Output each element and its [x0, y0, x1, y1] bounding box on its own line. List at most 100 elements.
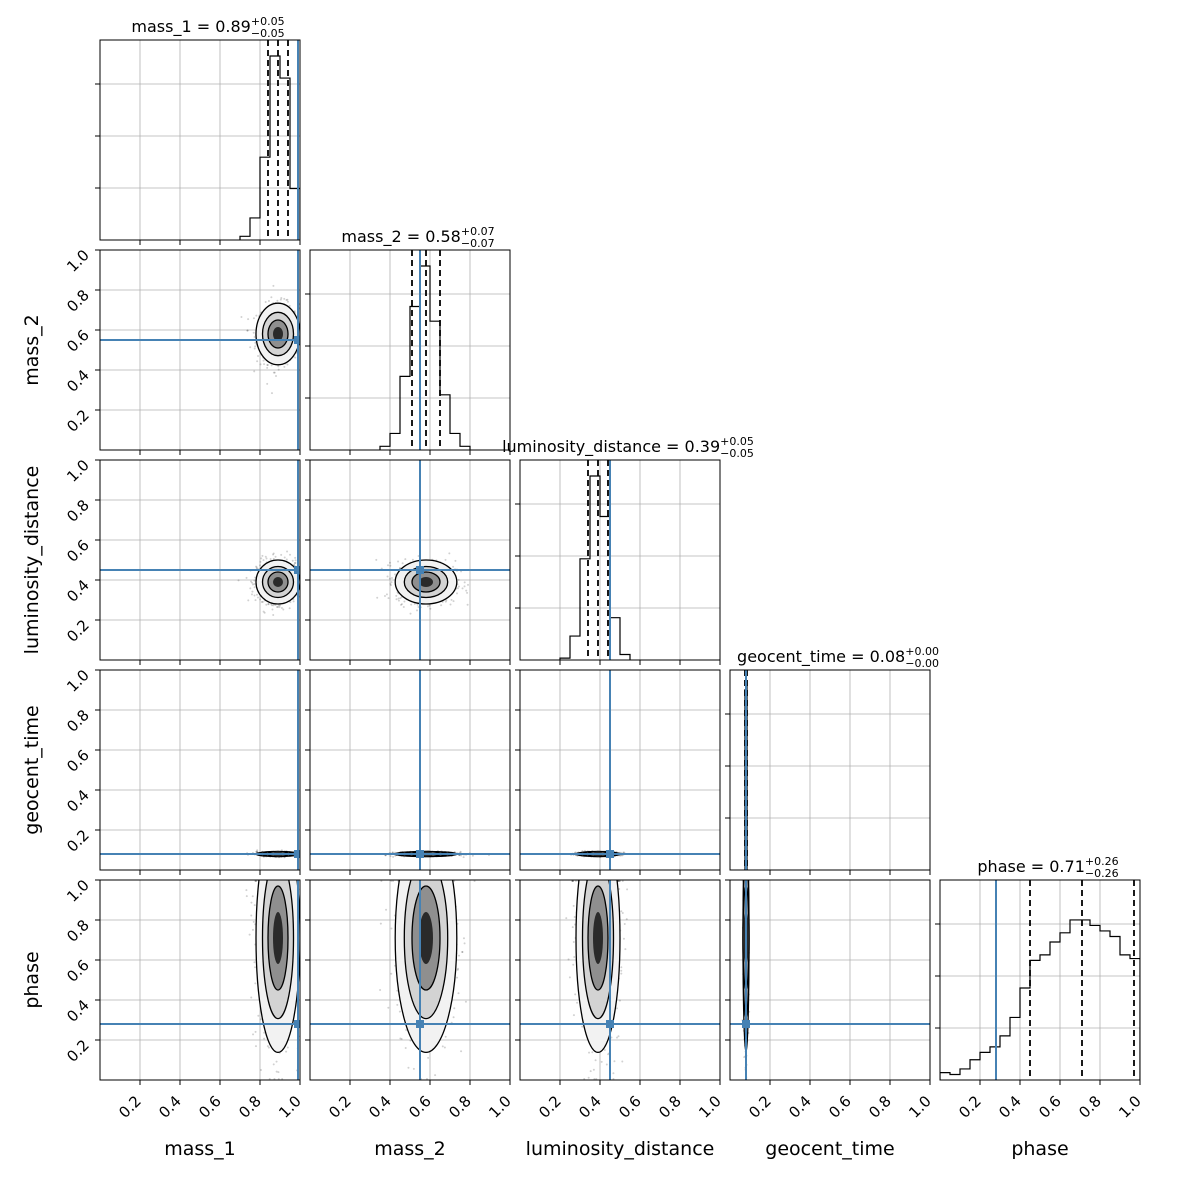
sample-point — [285, 558, 288, 561]
sample-point — [391, 851, 394, 854]
sample-point — [293, 563, 296, 566]
sample-point — [247, 318, 250, 321]
sample-point — [386, 575, 389, 578]
sample-point — [262, 610, 265, 613]
panel-luminosity_distance-luminosity_distance — [515, 459, 721, 665]
sample-point — [272, 552, 275, 555]
sample-point — [251, 581, 254, 584]
y-tick-label: 0.8 — [63, 286, 93, 316]
sample-point — [452, 565, 455, 568]
sample-point — [253, 370, 256, 373]
panel-mass_2-mass_2 — [305, 249, 511, 455]
sample-point — [467, 583, 470, 586]
panel-frame — [519, 459, 721, 661]
sample-point — [254, 982, 257, 985]
panel-mass_1-phase: 0.2 0.4 0.6 0.8 1.00.20.40.60.81.0 — [63, 876, 305, 1122]
sample-point — [276, 606, 279, 609]
sample-point — [306, 589, 308, 591]
sample-point — [392, 855, 395, 858]
sample-point — [252, 331, 255, 334]
histogram-step-luminosity_distance — [559, 475, 631, 660]
truth-marker — [294, 850, 300, 858]
sample-point — [286, 300, 289, 303]
sample-point — [302, 358, 304, 360]
sample-point — [288, 607, 291, 610]
sample-point — [261, 600, 264, 603]
sample-point — [289, 601, 292, 604]
sample-point — [286, 550, 289, 553]
sample-point — [291, 559, 294, 562]
sample-point — [255, 850, 258, 853]
sample-point — [302, 585, 304, 587]
sample-point — [255, 566, 258, 569]
panel-mass_1-geocent_time: 0.20.40.60.81.0 — [63, 666, 306, 875]
sample-point — [254, 966, 257, 969]
y-tick-label: 0.8 — [63, 706, 93, 736]
sample-point — [304, 853, 306, 855]
sample-point — [394, 854, 397, 857]
sample-point — [252, 1033, 255, 1036]
sample-point — [266, 1045, 269, 1048]
sample-point — [466, 603, 469, 606]
sample-point — [463, 581, 466, 584]
y-tick-label: 0.4 — [63, 366, 93, 396]
sample-point — [417, 605, 420, 608]
sample-point — [426, 605, 429, 608]
sample-point — [375, 558, 378, 561]
sample-point — [275, 605, 278, 608]
sample-point — [266, 382, 269, 385]
sample-point — [249, 587, 252, 590]
sample-point — [265, 603, 268, 606]
sample-point — [272, 557, 275, 560]
sample-point — [409, 612, 412, 615]
y-tick-label: 0.2 — [63, 406, 93, 436]
sample-point — [400, 603, 403, 606]
sample-point — [283, 365, 286, 368]
sample-point — [401, 562, 404, 565]
sample-point — [248, 933, 251, 936]
sample-point — [294, 559, 297, 562]
panel-frame — [519, 669, 721, 871]
sample-point — [301, 856, 303, 858]
sample-point — [301, 583, 303, 585]
y-tick-label: 0.6 — [63, 326, 93, 356]
sample-point — [302, 854, 304, 856]
sample-point — [246, 329, 249, 332]
sample-point — [302, 854, 304, 856]
truth-marker — [606, 850, 614, 858]
sample-point — [387, 597, 390, 600]
sample-point — [277, 604, 280, 607]
sample-point — [302, 326, 304, 328]
sample-point — [306, 584, 308, 586]
sample-point — [251, 928, 254, 931]
truth-marker — [294, 336, 300, 344]
y-tick-label: 0.2 — [63, 826, 93, 856]
sample-point — [471, 854, 474, 857]
sample-point — [390, 576, 393, 579]
sample-point — [278, 606, 281, 609]
sample-point — [462, 856, 465, 859]
sample-point — [260, 601, 263, 604]
density-contour-3 — [419, 577, 433, 587]
sample-point — [253, 583, 256, 586]
sample-point — [301, 854, 303, 856]
sample-point — [398, 567, 401, 570]
sample-point — [463, 585, 466, 588]
sample-point — [237, 579, 240, 582]
sample-point — [269, 558, 272, 561]
y-tick-label: 0.4 — [63, 576, 93, 606]
panel-mass_2-luminosity_distance — [305, 459, 511, 665]
sample-point — [457, 578, 460, 581]
sample-point — [272, 1063, 275, 1066]
sample-point — [259, 1018, 262, 1021]
panel-frame — [99, 669, 301, 871]
sample-point — [261, 554, 264, 557]
sample-point — [394, 573, 397, 576]
sample-point — [383, 594, 386, 597]
sample-point — [280, 553, 283, 556]
sample-point — [253, 579, 256, 582]
sample-point — [264, 555, 267, 558]
sample-point — [456, 587, 459, 590]
sample-point — [262, 359, 265, 362]
sample-point — [452, 600, 455, 603]
